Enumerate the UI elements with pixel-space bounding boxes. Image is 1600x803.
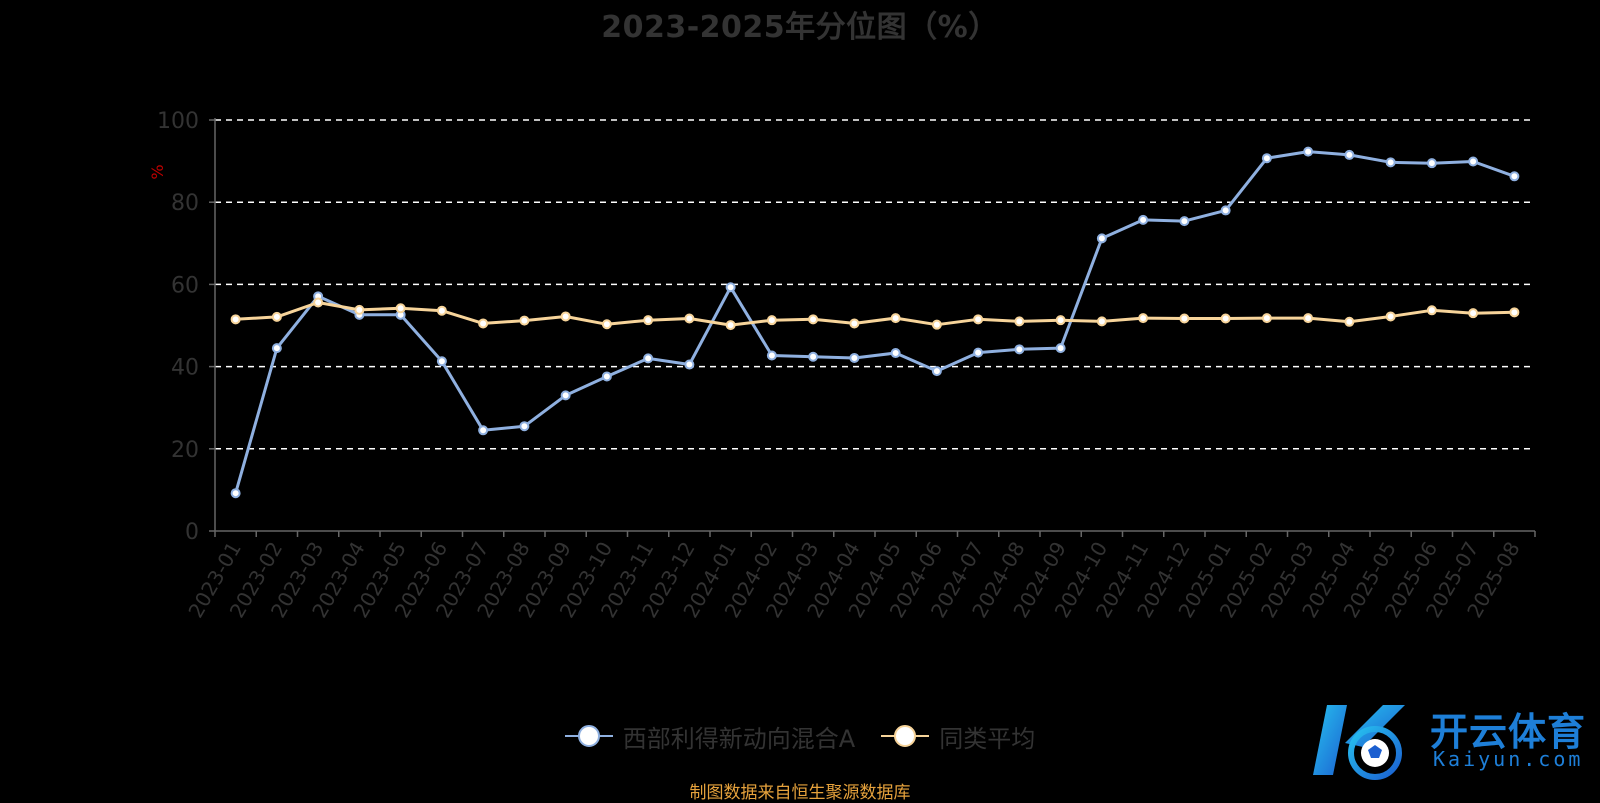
data-point-avg	[395, 303, 406, 314]
data-point-fund	[478, 425, 489, 436]
data-point-avg	[766, 315, 777, 326]
data-point-fund	[1468, 156, 1479, 167]
legend-label-fund: 西部利得新动向混合A	[622, 724, 856, 753]
data-point-fund	[230, 488, 241, 499]
data-point-fund	[1014, 344, 1025, 355]
data-point-avg	[890, 313, 901, 324]
y-tick-label: 40	[171, 356, 199, 381]
legend-dot-avg	[894, 725, 917, 747]
data-point-fund	[436, 356, 447, 367]
y-tick-label: 60	[171, 273, 199, 298]
data-point-fund	[643, 353, 654, 364]
line-chart: 020406080100%2023-012023-022023-032023-0…	[148, 109, 1536, 622]
y-tick-label: 0	[185, 520, 199, 545]
data-point-avg	[1138, 313, 1149, 324]
data-point-fund	[808, 351, 819, 362]
data-point-avg	[849, 318, 860, 329]
legend: 西部利得新动向混合A 同类平均	[0, 718, 1600, 754]
chart-title: 2023-2025年分位图（%）	[601, 10, 999, 45]
y-axis-unit: %	[148, 164, 167, 179]
data-point-avg	[230, 314, 241, 325]
data-point-avg	[1055, 315, 1066, 326]
data-point-avg	[1468, 308, 1479, 319]
series-line-avg	[235, 301, 1515, 327]
data-point-fund	[973, 347, 984, 358]
y-tick-label: 20	[171, 438, 199, 463]
data-point-fund	[1261, 153, 1272, 164]
data-point-avg	[1344, 316, 1355, 327]
data-points	[230, 146, 1520, 499]
data-point-avg	[1220, 313, 1231, 324]
data-point-fund	[601, 371, 612, 382]
legend-item-avg[interactable]: 同类平均	[881, 719, 1035, 754]
data-point-avg	[1261, 313, 1272, 324]
data-point-avg	[1014, 316, 1025, 327]
data-point-fund	[1179, 216, 1190, 227]
data-point-avg	[973, 314, 984, 325]
source-note: 制图数据来自恒生聚源数据库	[689, 783, 911, 803]
legend-label-avg: 同类平均	[939, 724, 1036, 753]
legend-item-fund[interactable]: 西部利得新动向混合A	[564, 719, 856, 754]
data-point-avg	[313, 297, 324, 308]
data-point-avg	[560, 311, 571, 322]
grid-lines	[215, 119, 1535, 450]
brand-name-en: Kaiyun.com	[1433, 747, 1584, 771]
legend-marker-avg-icon	[881, 725, 930, 747]
data-point-avg	[519, 315, 530, 326]
data-point-fund	[271, 343, 282, 354]
brand-watermark[interactable]: 开云体育 Kaiyun.com	[1305, 695, 1595, 785]
data-point-fund	[1096, 233, 1107, 244]
data-point-avg	[436, 305, 447, 316]
series-lines	[234, 150, 1515, 494]
data-point-fund	[1220, 205, 1231, 216]
data-point-avg	[1096, 316, 1107, 327]
data-point-fund	[849, 352, 860, 363]
data-point-avg	[1179, 313, 1190, 324]
legend-marker-fund-icon	[564, 725, 613, 747]
data-point-fund	[725, 282, 736, 293]
brand-logo-icon	[1313, 705, 1405, 780]
data-point-fund	[519, 421, 530, 432]
data-point-avg	[1385, 311, 1396, 322]
data-point-avg	[684, 313, 695, 324]
data-point-fund	[1385, 157, 1396, 168]
data-point-avg	[271, 311, 282, 322]
data-point-fund	[1426, 158, 1437, 169]
legend-dot-fund	[577, 725, 600, 747]
y-tick-label: 80	[171, 191, 199, 216]
data-point-avg	[1303, 313, 1314, 324]
data-point-fund	[1303, 146, 1314, 157]
data-point-fund	[1138, 214, 1149, 225]
data-point-fund	[766, 350, 777, 361]
data-point-fund	[1055, 343, 1066, 354]
data-point-avg	[725, 320, 736, 331]
brand-name-cn: 开云体育	[1430, 710, 1587, 754]
y-tick-label: 100	[157, 109, 199, 134]
data-point-fund	[684, 359, 695, 370]
data-point-avg	[643, 315, 654, 326]
axes: 020406080100%2023-012023-022023-032023-0…	[148, 109, 1536, 622]
data-point-avg	[601, 319, 612, 330]
data-point-avg	[354, 304, 365, 315]
data-point-avg	[1509, 307, 1520, 318]
data-point-avg	[478, 318, 489, 329]
data-point-fund	[931, 366, 942, 377]
data-point-avg	[1426, 305, 1437, 316]
data-point-fund	[560, 390, 571, 401]
data-point-avg	[808, 314, 819, 325]
data-point-fund	[1509, 171, 1520, 182]
data-point-fund	[890, 348, 901, 359]
series-line-fund	[234, 150, 1515, 494]
data-point-fund	[1344, 149, 1355, 160]
data-point-avg	[931, 319, 942, 330]
